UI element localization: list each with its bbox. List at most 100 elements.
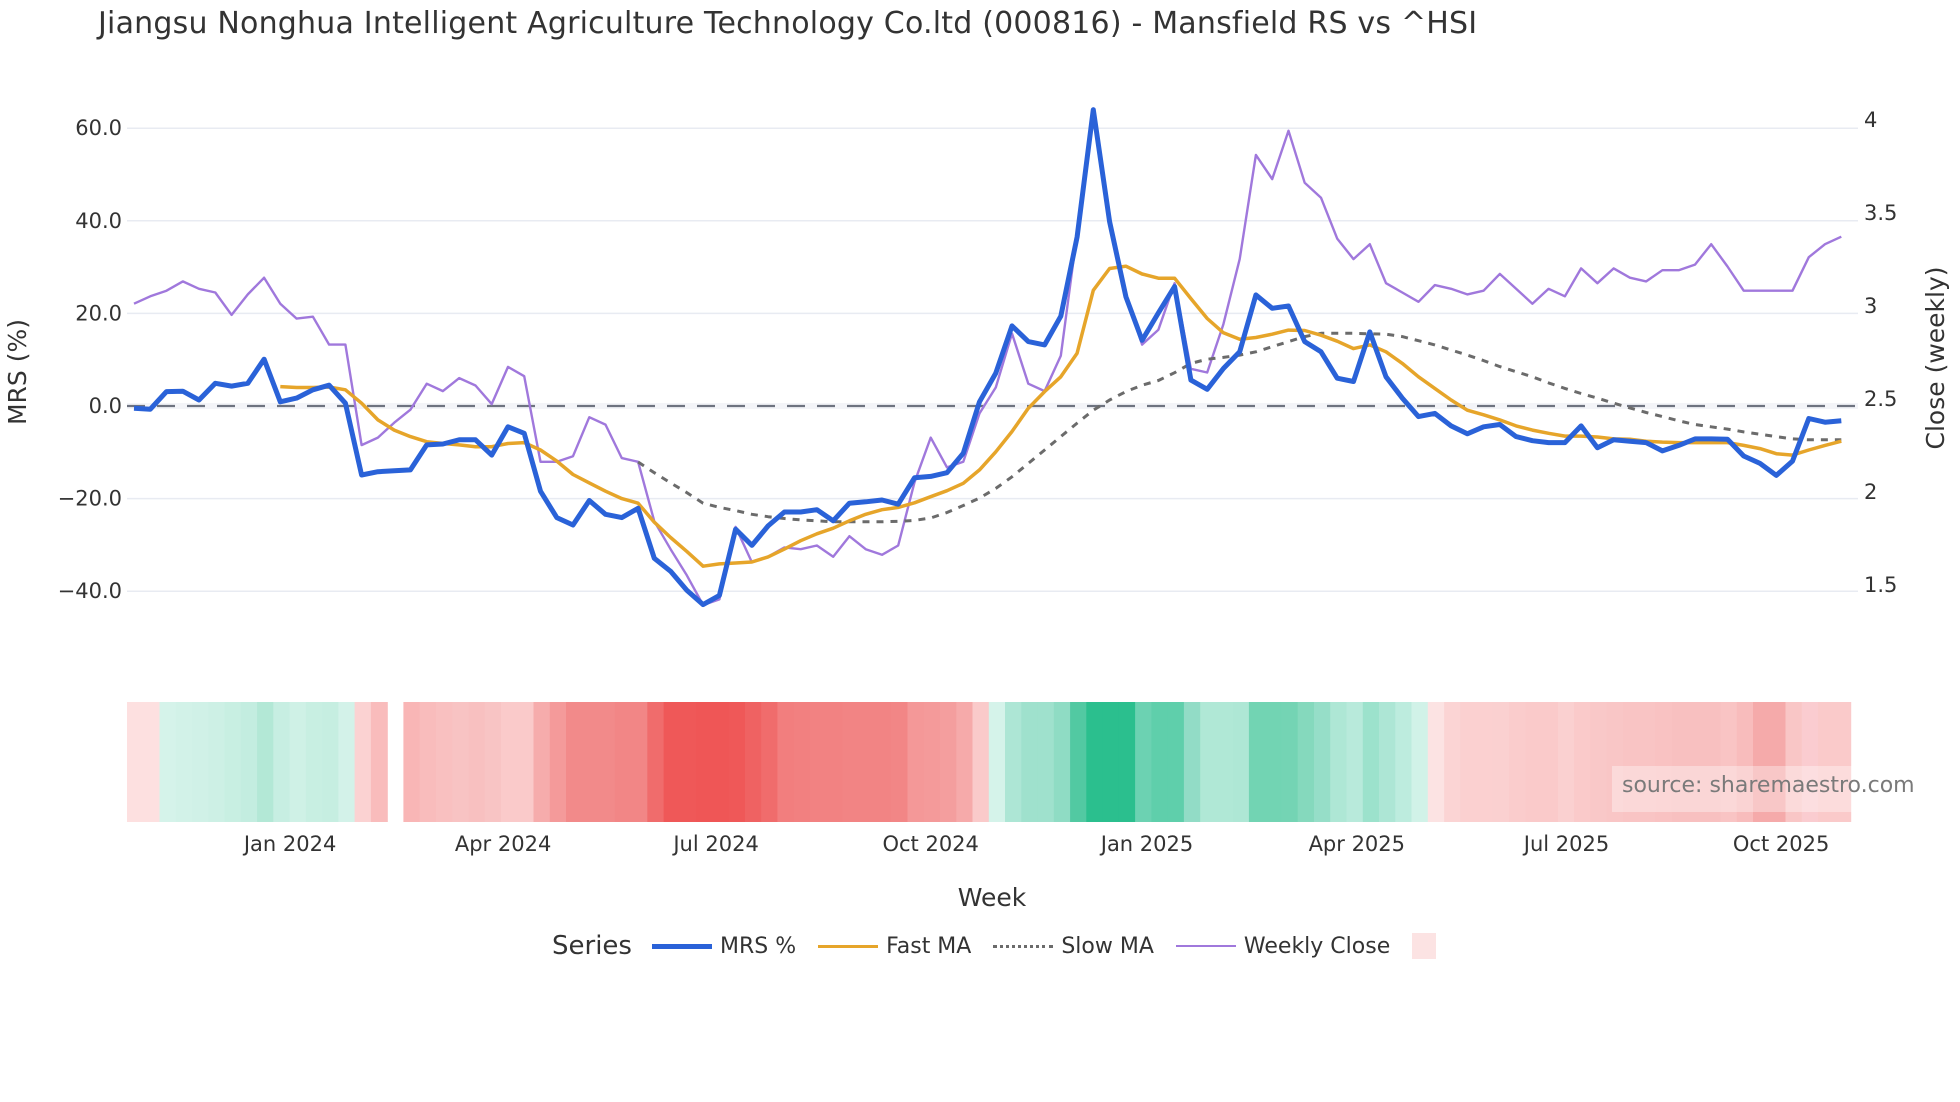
heatmap-cell <box>826 702 844 822</box>
heatmap-cell <box>728 702 746 822</box>
right-axis-ticks: 1.5 2 2.5 3 3.5 4 <box>1864 108 1897 597</box>
heatmap-cell <box>809 702 827 822</box>
heatmap-cell <box>891 702 909 822</box>
legend-item-heatmap[interactable] <box>1412 933 1437 959</box>
heatmap-cell <box>452 702 470 822</box>
heatmap-cell <box>988 702 1006 822</box>
heatmap-cell <box>1379 702 1396 822</box>
heatmap-cell <box>793 702 811 822</box>
gridlines <box>127 127 1858 592</box>
right-axis-tick-label: 4 <box>1864 108 1877 132</box>
regime-heatmap-strip <box>127 702 1852 822</box>
heatmap-cell <box>940 702 957 822</box>
heatmap-cell <box>1834 702 1852 822</box>
heatmap-cell <box>1622 702 1640 822</box>
heatmap-cell <box>1639 702 1657 822</box>
heatmap-cell <box>273 702 291 822</box>
heatmap-cell <box>1444 702 1461 822</box>
heatmap-cell <box>1460 702 1478 822</box>
heatmap-cell <box>1671 702 1689 822</box>
heatmap-cell <box>468 702 486 822</box>
legend-item-mrs[interactable]: MRS % <box>651 933 797 959</box>
right-axis-tick-label: 2 <box>1864 480 1877 504</box>
heatmap-cell <box>956 702 974 822</box>
series-slow-ma <box>637 331 1842 524</box>
heatmap-cell <box>1590 702 1608 822</box>
heatmap-cell <box>1720 702 1738 822</box>
heatmap-cell <box>744 702 762 822</box>
series-mrs <box>133 107 1842 608</box>
heatmap-cell <box>598 702 616 822</box>
heatmap-cell <box>1216 702 1234 822</box>
heatmap-cell <box>1281 702 1299 822</box>
heatmap-cell <box>1037 702 1055 822</box>
legend-item-weekly-close[interactable]: Weekly Close <box>1175 934 1390 959</box>
legend-label: MRS % <box>719 933 797 959</box>
heatmap-cell <box>842 702 860 822</box>
heatmap-cell <box>257 702 274 822</box>
heatmap-cell <box>127 702 144 822</box>
legend-item-slow-ma[interactable]: Slow MA <box>993 934 1154 959</box>
heatmap-cell <box>1785 702 1803 822</box>
heatmap-cell <box>663 702 681 822</box>
heatmap-cell <box>858 702 876 822</box>
legend-swatch-heatmap-icon <box>1412 933 1437 959</box>
heatmap-cell <box>533 702 551 822</box>
heatmap-cell <box>1005 702 1022 822</box>
heatmap-cell <box>679 702 697 822</box>
series-weekly-close <box>133 107 1842 607</box>
heatmap-cell <box>875 702 892 822</box>
heatmap-cell <box>1200 702 1218 822</box>
left-axis-tick-label: 60.0 <box>75 116 122 140</box>
heatmap-cell <box>761 702 778 822</box>
x-axis-tick-label: Jan 2025 <box>1099 832 1194 856</box>
heatmap-cell <box>1362 702 1380 822</box>
heatmap-cell <box>501 702 518 822</box>
heatmap-cell <box>1151 702 1169 822</box>
heatmap-cell <box>435 702 453 822</box>
left-axis-tick-label: 40.0 <box>75 209 122 233</box>
heatmap-cell <box>175 702 193 822</box>
heatmap-cell <box>712 702 730 822</box>
heatmap-cell <box>1574 702 1591 822</box>
heatmap-cell <box>1232 702 1250 822</box>
heatmap-cell <box>1557 702 1575 822</box>
x-axis-tick-label: Oct 2024 <box>882 832 978 856</box>
series-fast-ma <box>280 264 1842 568</box>
heatmap-cell <box>777 702 795 822</box>
x-axis-tick-label: Apr 2024 <box>455 832 551 856</box>
heatmap-cell <box>224 702 242 822</box>
right-axis-tick-label: 2.5 <box>1864 387 1897 411</box>
heatmap-cell <box>1411 702 1429 822</box>
heatmap-cell <box>1314 702 1331 822</box>
heatmap-cell <box>208 702 226 822</box>
heatmap-cell <box>1102 702 1120 822</box>
legend-swatch-slow-ma-icon <box>993 944 1054 948</box>
heatmap-cell <box>517 702 535 822</box>
heatmap-cell <box>614 702 632 822</box>
legend-label: Fast MA <box>886 933 972 959</box>
heatmap-cell <box>159 702 177 822</box>
heatmap-cell <box>1346 702 1364 822</box>
heatmap-cell <box>1118 702 1136 822</box>
left-axis-tick-label: 0.0 <box>89 394 122 418</box>
legend-label: Slow MA <box>1061 933 1154 959</box>
heatmap-cell <box>1021 702 1039 822</box>
legend-item-fast-ma[interactable]: Fast MA <box>818 934 971 959</box>
x-axis-tick-label: Apr 2025 <box>1309 832 1405 856</box>
x-axis-tick-label: Jan 2024 <box>242 832 337 856</box>
heatmap-cell <box>1509 702 1526 822</box>
heatmap-cell <box>1769 702 1787 822</box>
chart-title: Jiangsu Nonghua Intelligent Agriculture … <box>98 6 1478 41</box>
heatmap-cell <box>1070 702 1087 822</box>
heatmap-cell <box>566 702 583 822</box>
left-axis-title: MRS (%) <box>3 319 32 425</box>
heatmap-cell <box>1297 702 1315 822</box>
heatmap-cell <box>1330 702 1348 822</box>
heatmap-cell <box>907 702 925 822</box>
heatmap-cell <box>1183 702 1201 822</box>
heatmap-cell <box>647 702 665 822</box>
heatmap-cell <box>1655 702 1673 822</box>
left-axis-tick-label: 20.0 <box>75 301 122 325</box>
legend-swatch-mrs-icon <box>651 943 712 949</box>
